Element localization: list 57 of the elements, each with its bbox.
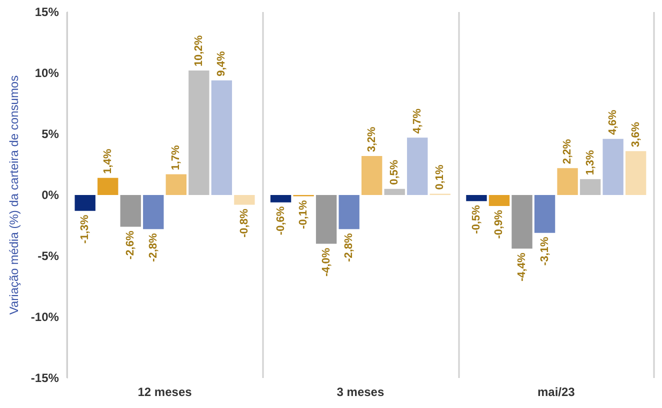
- bar: [74, 195, 96, 211]
- data-label: 3,2%: [366, 126, 378, 152]
- data-label: 2,2%: [562, 138, 574, 164]
- bar: [270, 195, 292, 202]
- data-label: -1,3%: [79, 214, 92, 244]
- bar: [580, 179, 601, 195]
- bar: [512, 195, 532, 249]
- data-label: 4,7%: [411, 108, 424, 134]
- y-tick-label: 0%: [42, 188, 60, 202]
- data-label: -4,4%: [516, 252, 528, 282]
- data-label: 1,4%: [102, 148, 114, 174]
- data-label: 0,5%: [388, 160, 401, 185]
- y-tick-label: 10%: [34, 66, 60, 80]
- bar: [384, 188, 405, 195]
- data-label: 4,6%: [607, 110, 620, 135]
- bar: [338, 195, 360, 230]
- data-label: 3,6%: [630, 122, 642, 148]
- y-tick-label: -15%: [30, 371, 60, 385]
- bar: [625, 151, 646, 195]
- bar: [234, 195, 255, 205]
- bar: [166, 174, 186, 195]
- bar: [407, 138, 428, 195]
- data-label: 1,7%: [170, 144, 182, 170]
- bar: [534, 195, 556, 233]
- bar: [361, 156, 382, 195]
- x-tick-label: mai/23: [537, 385, 576, 399]
- x-tick-label: 12 meses: [138, 385, 192, 399]
- y-tick-label: 5%: [42, 127, 60, 141]
- data-label: 0,1%: [434, 164, 446, 190]
- data-label: -2,8%: [343, 232, 356, 262]
- data-label: 10,2%: [192, 35, 205, 67]
- bar: [602, 138, 624, 195]
- bar: [188, 70, 210, 195]
- bar: [316, 195, 337, 244]
- data-label: -0,9%: [493, 210, 506, 239]
- bar: [143, 195, 164, 230]
- bar: [466, 195, 487, 202]
- data-label: -3,1%: [538, 236, 551, 266]
- data-label: -2,8%: [147, 232, 160, 262]
- data-label: 9,4%: [216, 51, 228, 76]
- data-label: -0,8%: [238, 208, 250, 238]
- x-tick-label: 3 meses: [336, 385, 384, 399]
- data-label: -0,5%: [470, 204, 482, 234]
- data-label: -2,6%: [124, 230, 137, 260]
- data-label: 1,3%: [584, 150, 596, 176]
- bar: [120, 195, 141, 227]
- data-label: -4,0%: [320, 248, 332, 277]
- y-tick-label: -10%: [30, 310, 60, 324]
- data-label: -0,1%: [298, 200, 310, 229]
- bar: [211, 80, 232, 195]
- bar: [557, 168, 578, 195]
- y-tick-label: -5%: [38, 249, 60, 263]
- bar: [488, 195, 510, 206]
- bar: [98, 178, 118, 195]
- data-label: -0,6%: [274, 206, 287, 236]
- y-axis-title: Variação média (%) da carteira de consumos: [7, 75, 21, 315]
- y-tick-label: 15%: [34, 5, 60, 19]
